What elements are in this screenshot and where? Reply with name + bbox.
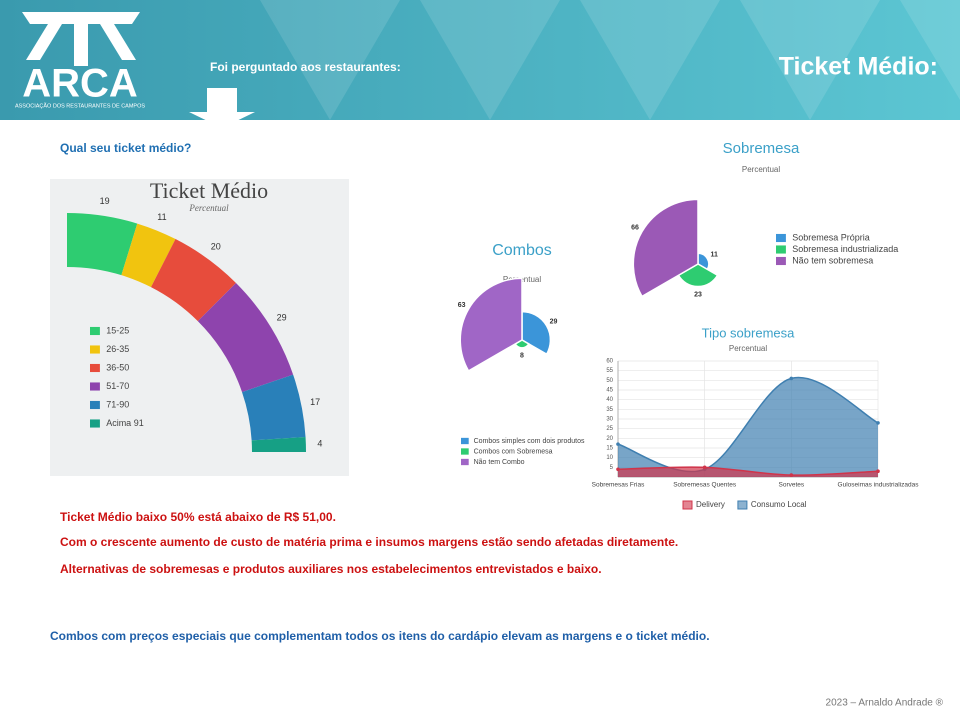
point <box>702 465 707 470</box>
legend-label: Sobremesa industrializada <box>792 244 898 254</box>
x-tick-label: Sorvetes <box>779 482 805 489</box>
legend-swatch <box>90 345 100 354</box>
data-label: 11 <box>157 212 166 222</box>
legend-label: Sobremesa Própria <box>792 232 870 242</box>
legend-label: 15-25 <box>106 325 129 335</box>
polar-wedge <box>677 263 719 288</box>
legend-label: 51-70 <box>106 381 129 391</box>
y-tick-label: 35 <box>606 407 613 413</box>
point <box>789 376 794 381</box>
line <box>617 376 879 473</box>
logo-mark <box>22 12 140 66</box>
y-tick-label: 30 <box>606 417 613 423</box>
logo-subtitle: ASSOCIAÇÃO DOS RESTAURANTES DE CAMPOS <box>15 102 145 109</box>
area-fill <box>618 377 878 477</box>
x-tick-label: Guloseimas industrializadas <box>838 482 920 489</box>
arc-segment <box>67 213 138 276</box>
y-tick-label: 50 <box>606 378 613 384</box>
data-label: 20 <box>211 242 221 252</box>
legend-swatch <box>90 400 100 410</box>
arc-segment <box>150 239 236 322</box>
data-label: 17 <box>310 397 320 407</box>
header-band <box>0 0 960 120</box>
footer: 2023 – Arnaldo Andrade ® <box>826 698 944 709</box>
header-pattern <box>260 0 960 120</box>
y-tick-label: 10 <box>606 455 613 461</box>
data-label: 29 <box>277 312 287 322</box>
y-tick-label: 40 <box>606 397 613 403</box>
legend-label: Não tem sobremesa <box>792 255 873 265</box>
y-tick-label: 25 <box>606 426 613 432</box>
point <box>876 421 880 425</box>
data-label: 66 <box>631 225 639 232</box>
legend-label: 36-50 <box>106 362 129 372</box>
note: Ticket Médio baixo 50% está abaixo de R$… <box>60 510 336 524</box>
note: Com o crescente aumento de custo de maté… <box>60 535 678 549</box>
legend-label: 71-90 <box>106 399 129 409</box>
arc-segment <box>197 283 294 393</box>
chart-subtitle: Percentual <box>188 203 229 213</box>
data-label: 29 <box>550 319 558 326</box>
chart-title: Combos <box>492 242 552 259</box>
data-label: 4 <box>317 438 322 448</box>
chart-subtitle: Percentual <box>729 344 767 353</box>
data-label: 11 <box>711 251 719 258</box>
legend-label: Não tem Combo <box>474 459 525 466</box>
legend-label: Combos simples com dois produtos <box>474 438 585 445</box>
data-label: 19 <box>100 196 110 206</box>
legend-swatch <box>737 500 748 510</box>
logo-text: ARCA <box>22 62 138 106</box>
legend-swatch <box>776 256 786 266</box>
line <box>617 466 879 476</box>
note: Alternativas de sobremesas e produtos au… <box>60 562 602 576</box>
legend-label: Delivery <box>696 500 725 509</box>
point <box>876 469 880 474</box>
data-label: 63 <box>458 302 466 309</box>
arc-segment <box>251 436 306 452</box>
y-tick-label: 60 <box>606 359 613 365</box>
legend-swatch <box>682 500 693 510</box>
legend-label: 26-35 <box>106 344 129 354</box>
legend-label: Consumo Local <box>751 500 807 509</box>
down-arrow <box>189 88 255 128</box>
legend-swatch <box>90 419 100 428</box>
arc-segment <box>242 374 306 441</box>
legend-swatch <box>776 245 786 254</box>
y-tick-label: 20 <box>606 436 613 442</box>
data-label: 23 <box>694 291 702 298</box>
y-tick-label: 45 <box>606 388 613 394</box>
chart-subtitle: Percentual <box>742 165 780 174</box>
y-tick-label: 15 <box>606 446 613 452</box>
legend-label: Combos com Sobremesa <box>474 448 553 455</box>
y-tick-label: 5 <box>610 465 614 471</box>
legend-label: Acima 91 <box>106 418 144 428</box>
point <box>616 467 620 472</box>
legend-swatch <box>461 448 469 455</box>
arc-segment <box>121 223 176 288</box>
point <box>789 473 794 477</box>
y-tick-label: 55 <box>606 368 613 374</box>
conclusion: Combos com preços especiais que compleme… <box>50 629 710 643</box>
legend-swatch <box>90 382 100 391</box>
chart-title: Tipo sobremesa <box>702 325 795 340</box>
legend-swatch <box>90 363 100 373</box>
legend-swatch <box>90 326 100 336</box>
header-title: Ticket Médio: <box>779 53 938 81</box>
legend-swatch <box>776 233 786 243</box>
point <box>616 442 620 446</box>
x-tick-label: Sobremesas Frias <box>592 482 645 489</box>
question: Qual seu ticket médio? <box>60 141 191 155</box>
legend-swatch <box>461 458 469 466</box>
polar-wedge <box>459 277 523 372</box>
legend-swatch <box>461 437 469 445</box>
x-tick-label: Sobremesas Quentes <box>673 482 737 489</box>
data-label: 8 <box>520 353 524 360</box>
chart-title: Sobremesa <box>723 140 800 157</box>
intro: Foi perguntado aos restaurantes: <box>210 60 401 74</box>
polar-wedge <box>632 198 699 298</box>
chart-title: Ticket Médio <box>150 178 268 203</box>
